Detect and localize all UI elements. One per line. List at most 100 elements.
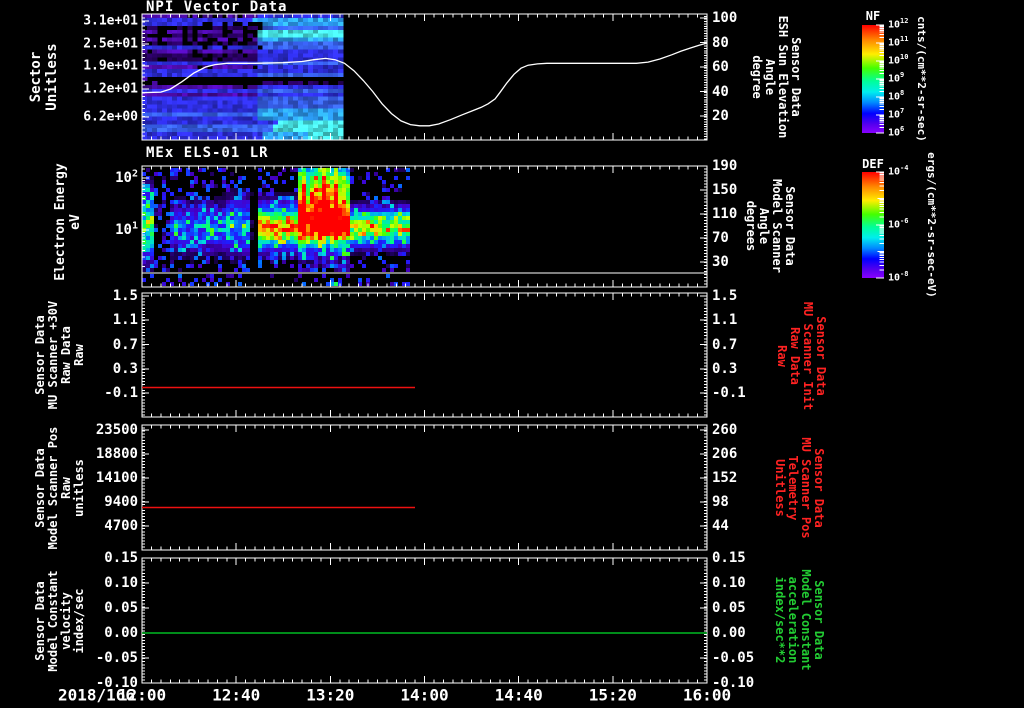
p2-rtick-label: 150 [712, 182, 738, 198]
p3-rtick-label: 0.3 [712, 360, 738, 377]
p5-ylabel-line: index/sec [72, 587, 86, 654]
def-tick-label: 10-4 [888, 164, 909, 178]
x-tick-label: 13:20 [306, 685, 355, 705]
def-tick-label: 10-6 [888, 217, 909, 231]
def-tick-label: 10-8 [888, 270, 909, 284]
p4-right-label: Sensor Data MU Scanner Pos Telemetry Unitle… [773, 437, 826, 539]
p1-rtick-label: 40 [712, 83, 729, 100]
p4-right-label-line: Telemetry [786, 455, 800, 521]
p3-rtick-label: 1.1 [712, 312, 738, 329]
p3-ytick-label: 1.1 [112, 312, 138, 329]
p5-ytick-label: -0.10 [95, 675, 138, 691]
p4-rtick-label: 44 [712, 518, 729, 534]
p1-rtick-label: 100 [712, 10, 738, 26]
npi-spectrogram [142, 14, 344, 141]
x-tick-label: 14:00 [400, 685, 449, 705]
p3-ytick-label: 1.5 [112, 288, 138, 304]
p5-right-label-line: Model Constant [799, 569, 813, 671]
p3-ytick-label: 0.7 [112, 336, 138, 353]
p4-right-label-line: Sensor Data [812, 448, 826, 528]
x-tick-label: 15:20 [588, 685, 637, 705]
p4-ytick-label: 9400 [104, 494, 138, 510]
els-spectrogram [142, 168, 410, 286]
p2-ylabel-line: eV [68, 214, 83, 230]
p1-rtick-label: 20 [712, 108, 729, 124]
p5-rtick-label: 0.00 [712, 625, 746, 641]
p4-rtick-label: 206 [712, 446, 738, 462]
p4-ytick-label: 14100 [95, 470, 138, 486]
p1-right-label-line: Angle [763, 58, 777, 96]
p2-right-label-line: Angle [757, 207, 771, 245]
nf-tick-label: 1010 [888, 53, 909, 67]
nf-tick-label: 109 [888, 71, 905, 85]
p5-rtick-label: 0.15 [712, 550, 746, 566]
colorbar2-units: ergs/(cm**2-sr-sec-eV) [925, 152, 938, 298]
p5-rtick-label: -0.10 [712, 675, 755, 691]
p5-rtick-label: -0.05 [712, 650, 755, 666]
nf-tick-label: 1012 [888, 17, 909, 31]
panel-frames-and-ticks [141, 13, 708, 684]
p1-ylabel: Sector Unitless [28, 43, 60, 110]
p2-ytick-label: 101 [115, 220, 138, 238]
p5-right-label-line: acceleration [786, 576, 800, 664]
p3-right-label-line: Raw Data [788, 327, 802, 385]
colorbar1-units: cnts/(cm**2-sr-sec) [915, 16, 928, 142]
p1-right-label-line: ESH Sun Elevation [776, 15, 790, 139]
p3-ytick-label: 0.3 [112, 360, 138, 377]
nf-tick-label: 107 [888, 107, 905, 121]
p4-ylabel: Sensor Data Model Scanner Pos Raw unitless [33, 426, 86, 549]
p2-rtick-label: 70 [712, 230, 729, 246]
esh-elevation-line [141, 42, 708, 127]
p3-ylabel-line: Raw [72, 344, 86, 366]
panel1-title: NPI Vector Data [146, 0, 288, 15]
nf-tick-label: 1011 [888, 35, 909, 49]
p5-rtick-label: 0.05 [712, 600, 746, 616]
p2-rtick-label: 30 [712, 254, 729, 270]
p2-rtick-label: 190 [712, 158, 738, 174]
panel2-title: MEx ELS-01 LR [146, 145, 269, 161]
p2-right-label-line: Model Scanner [770, 179, 784, 273]
p4-ytick-label: 18800 [95, 446, 138, 462]
colorbar1-units-line: cnts/(cm**2-sr-sec) [915, 16, 928, 142]
p3-right-label-line: Sensor Data [814, 316, 828, 396]
x-tick-label: 16:00 [682, 685, 732, 705]
p2-ylabel-line: Electron Energy [53, 163, 68, 281]
p1-ylabel-line: Sector [28, 51, 44, 103]
p1-ytick-label: 2.5e+01 [83, 36, 138, 52]
p3-rtick-label: 1.5 [712, 288, 738, 304]
p4-rtick-label: 260 [712, 422, 738, 438]
p4-rtick-label: 98 [712, 494, 729, 510]
p5-right-label-line: index/sec**2 [773, 576, 787, 664]
nf-tick-label: 108 [888, 89, 905, 103]
p2-right-label: Sensor Data Model Scanner Angle degrees [744, 179, 797, 273]
nf-tick-label: 106 [888, 125, 905, 139]
p3-right-label: Sensor Data MU Scanner Init Raw Data Raw [775, 302, 828, 410]
p1-ylabel-line: Unitless [44, 43, 60, 111]
p1-rtick-label: 60 [712, 59, 729, 75]
p3-rtick-label: 0.7 [712, 336, 738, 353]
p2-ytick-label: 102 [115, 168, 138, 186]
p5-ytick-label: 0.15 [104, 550, 138, 566]
p2-rtick-label: 110 [712, 206, 738, 222]
p5-right-label-line: Sensor Data [812, 580, 826, 660]
p2-right-label-line: degrees [744, 200, 758, 252]
p4-right-label-line: Unitless [773, 459, 787, 517]
p1-right-label-line: Sensor Data [789, 37, 803, 117]
p4-right-label-line: MU Scanner Pos [799, 437, 813, 539]
p1-right-label-line: degree [750, 55, 764, 99]
x-tick-label: 14:40 [494, 685, 543, 705]
colorbar2-title: DEF [862, 157, 884, 171]
p4-ytick-label: 23500 [95, 422, 138, 438]
colorbars [862, 24, 884, 279]
p1-ytick-label: 6.2e+00 [83, 109, 138, 125]
p5-ytick-label: -0.05 [95, 650, 138, 666]
p4-ylabel-line: unitless [72, 458, 86, 517]
p2-right-label-line: Sensor Data [783, 186, 797, 266]
p1-ytick-label: 3.1e+01 [83, 13, 138, 29]
colorbar1-title: NF [865, 9, 881, 23]
p5-ytick-label: 0.05 [104, 600, 138, 616]
p3-right-label-line: Raw [775, 345, 789, 367]
p1-ytick-label: 1.9e+01 [83, 58, 138, 74]
